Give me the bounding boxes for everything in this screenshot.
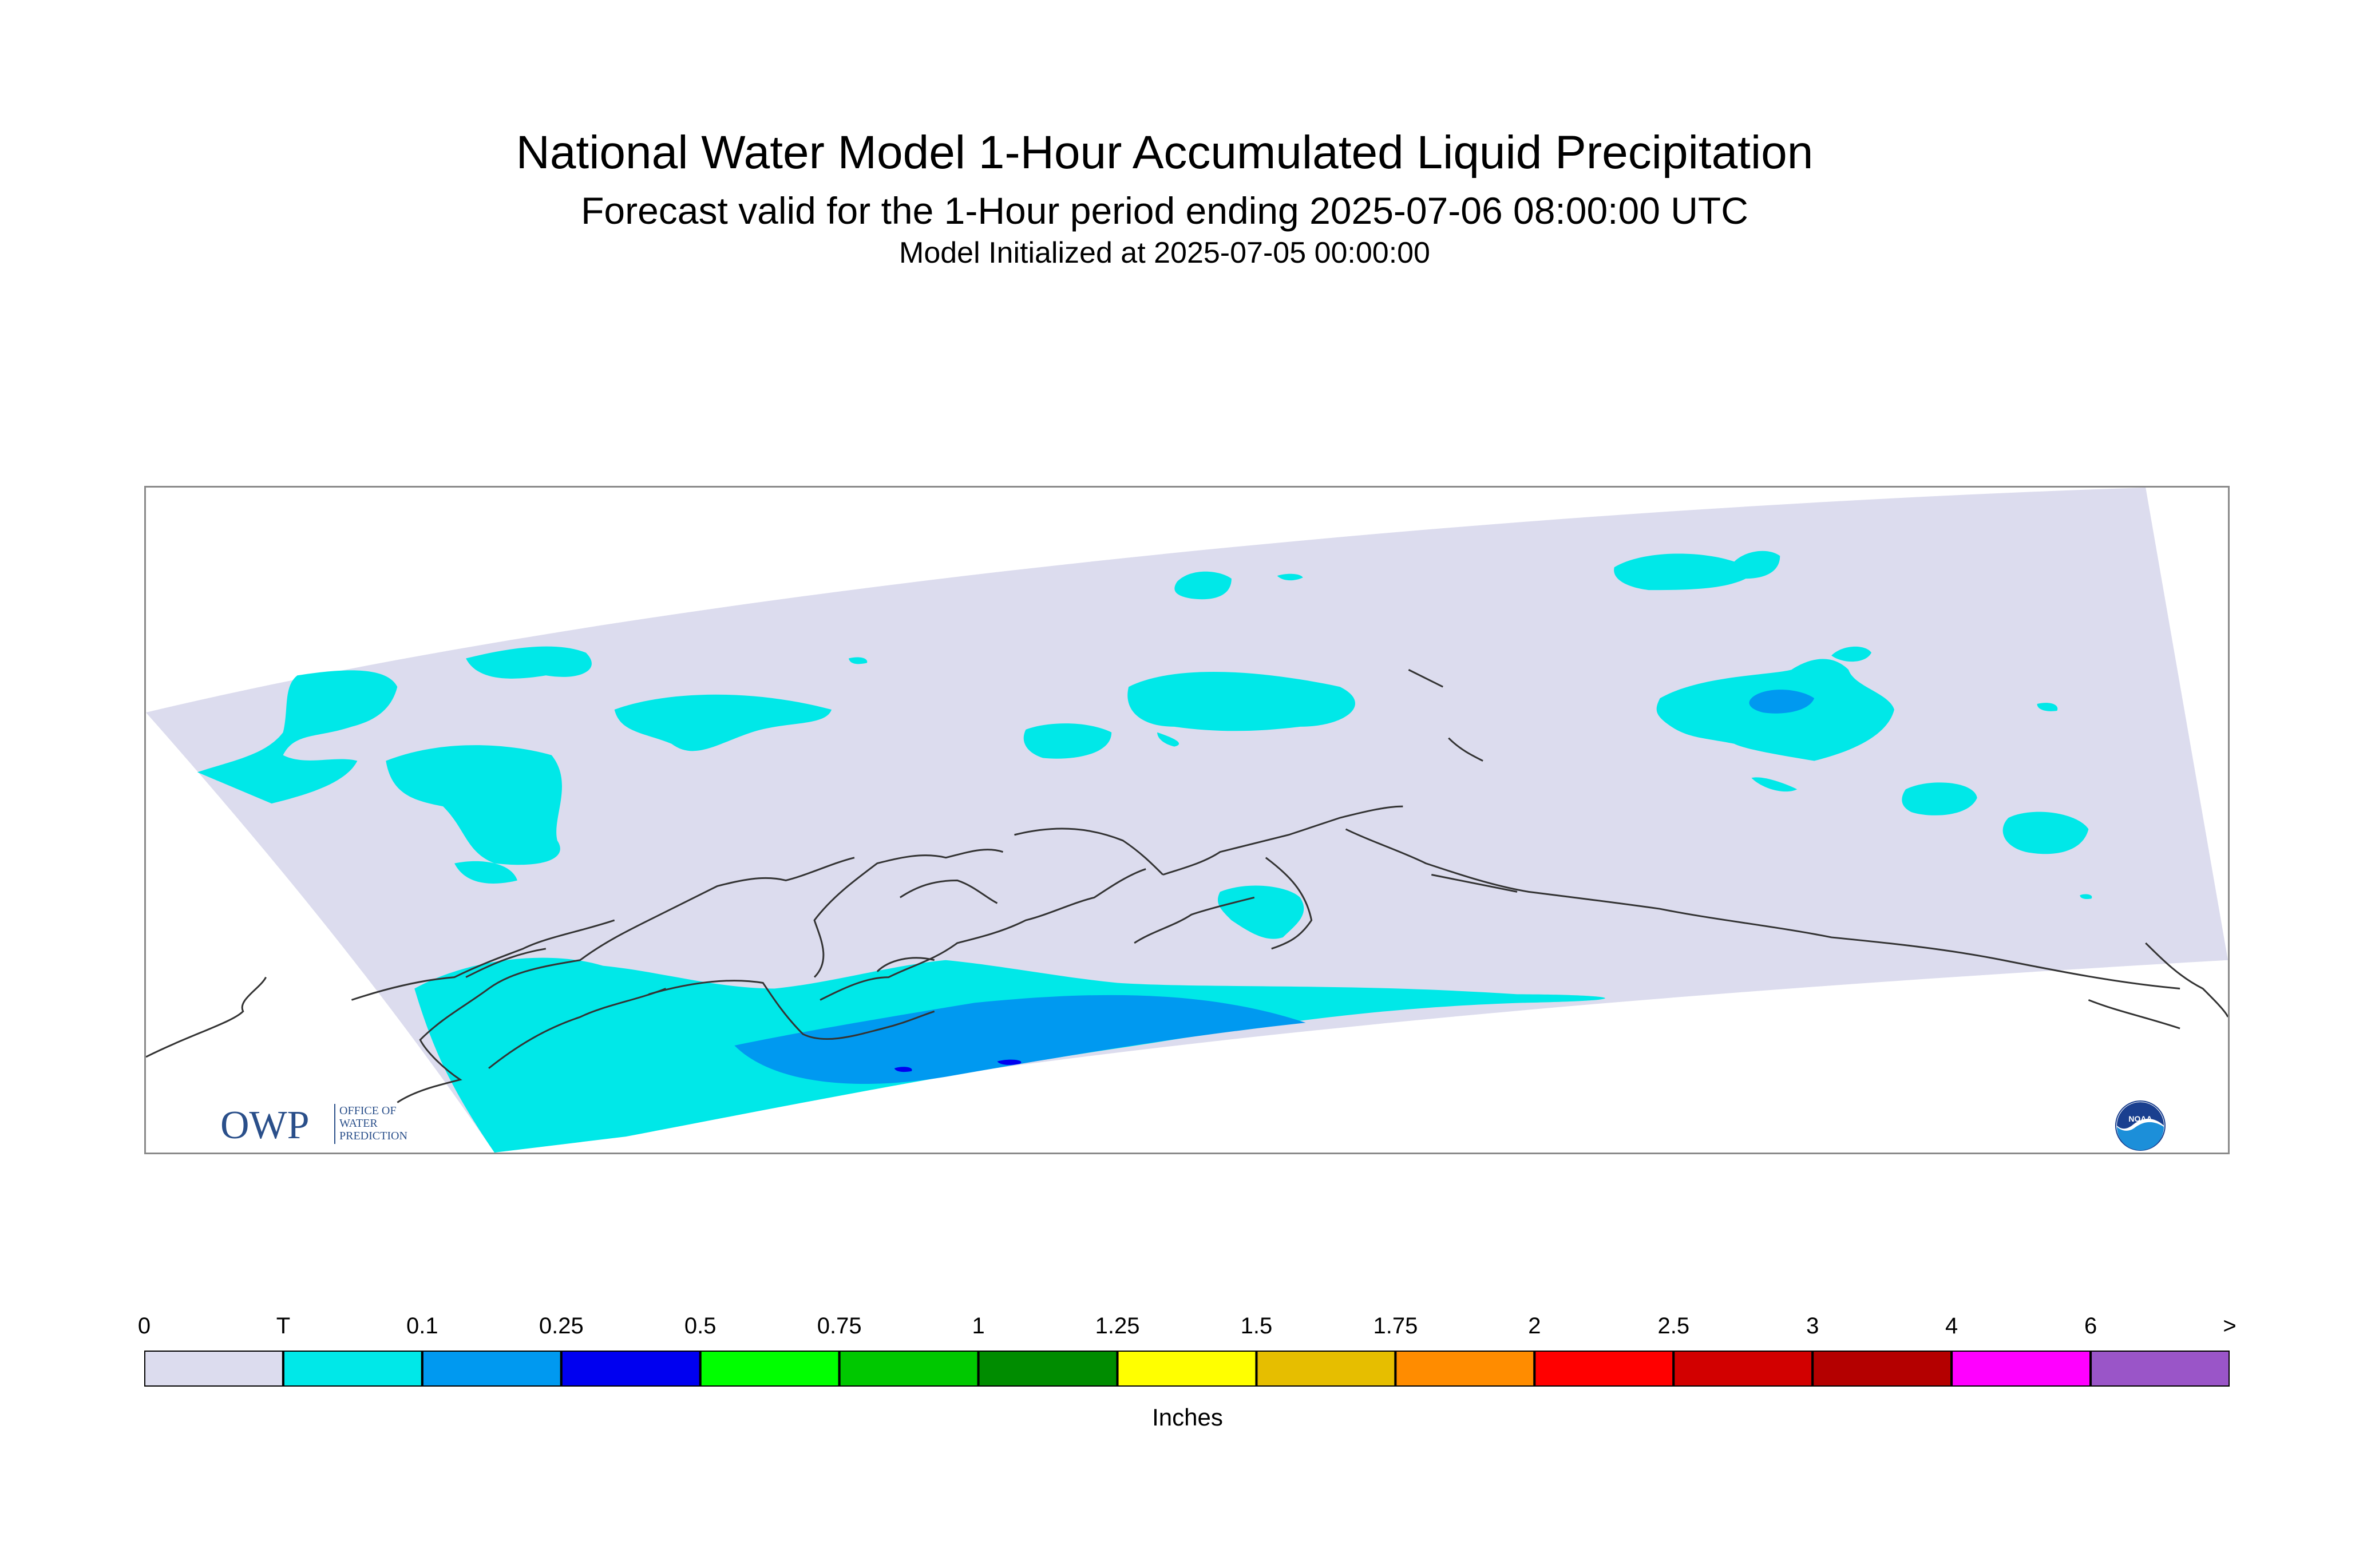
light-blue-precip-cells — [734, 690, 1815, 1084]
legend-swatch — [699, 1351, 841, 1387]
owp-logo-line-3: PREDICTION — [339, 1130, 407, 1142]
legend-swatch — [421, 1351, 563, 1387]
legend-tick-label: > — [2223, 1313, 2237, 1339]
legend-swatch — [282, 1351, 423, 1387]
noaa-seal-text: NOAA — [2128, 1114, 2152, 1123]
coastlines — [146, 669, 2228, 1103]
map-title: National Water Model 1-Hour Accumulated … — [516, 126, 1814, 179]
legend-tick-label: 0.1 — [406, 1313, 438, 1339]
owp-logo-mark: OWP — [220, 1103, 310, 1147]
blue-precip-cells — [894, 1059, 1022, 1072]
legend-units-label: Inches — [1152, 1404, 1223, 1431]
legend-swatch — [560, 1351, 702, 1387]
legend-tick-label: 2.5 — [1657, 1313, 1690, 1339]
legend-colorbar — [144, 1351, 2230, 1387]
model-init-line: Model Initialized at 2025-07-05 00:00:00 — [899, 236, 1430, 270]
legend-tick-label: 3 — [1806, 1313, 1819, 1339]
legend-swatch — [2089, 1351, 2230, 1387]
owp-logo-line-1: OFFICE OF — [339, 1104, 396, 1117]
owp-logo-line-2: WATER — [339, 1117, 378, 1130]
precipitation-map: OWP OFFICE OF WATER PREDICTION NOAA — [144, 486, 2230, 1154]
legend-swatch — [1255, 1351, 1397, 1387]
legend-swatch — [1950, 1351, 2092, 1387]
legend-tick-label: 0.25 — [539, 1313, 584, 1339]
legend-swatch — [977, 1351, 1119, 1387]
legend-swatch — [838, 1351, 980, 1387]
legend-tick-label: 2 — [1528, 1313, 1541, 1339]
legend-tick-label: 1.5 — [1240, 1313, 1273, 1339]
legend-swatch — [1394, 1351, 1536, 1387]
legend-swatch — [1672, 1351, 1814, 1387]
map-canvas — [146, 488, 2228, 1153]
legend-tick-label: 1.25 — [1095, 1313, 1140, 1339]
legend-swatch — [1811, 1351, 1953, 1387]
legend-tick-label: 1.75 — [1373, 1313, 1418, 1339]
legend-tick-label: 1 — [972, 1313, 985, 1339]
legend-swatch — [1116, 1351, 1258, 1387]
legend-tick-label: 0.5 — [684, 1313, 717, 1339]
noaa-seal-icon: NOAA — [2115, 1100, 2166, 1151]
legend-tick-label: 6 — [2084, 1313, 2097, 1339]
legend-tick-label: 0.75 — [817, 1313, 862, 1339]
legend-tick-label: 4 — [1945, 1313, 1958, 1339]
legend-tick-label: T — [276, 1313, 291, 1339]
legend-swatch — [1533, 1351, 1675, 1387]
legend-tick-label: 0 — [137, 1313, 151, 1339]
owp-logo: OWP OFFICE OF WATER PREDICTION — [220, 1097, 409, 1151]
map-subtitle: Forecast valid for the 1-Hour period end… — [581, 189, 1748, 232]
legend-swatch — [144, 1351, 284, 1387]
